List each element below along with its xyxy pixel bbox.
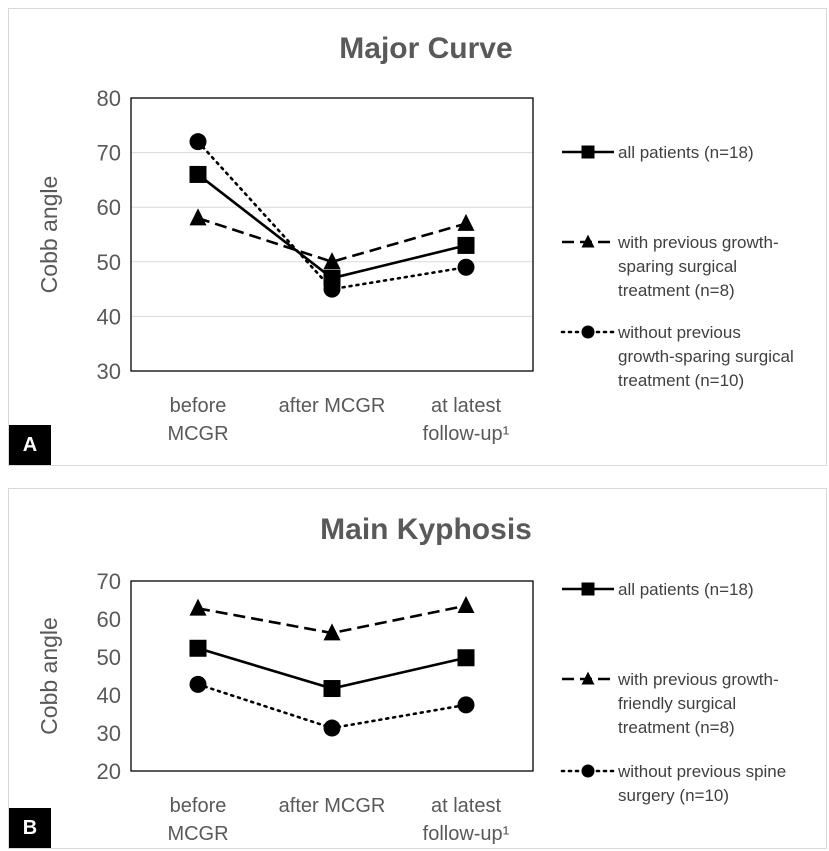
- x-tick-label-a-0-1: MCGR: [167, 423, 228, 445]
- y-tick-label-a-1: 40: [97, 304, 121, 329]
- chart-panel-b: Main Kyphosis 20 30 40 50 60 70 Cobb angle befor…: [8, 488, 827, 849]
- data-point-b-1-2: [457, 596, 475, 613]
- data-point-b-0-2: [457, 649, 475, 667]
- legend-label-b-2-1: surgery (n=10): [618, 786, 729, 805]
- x-tick-label-a-2-0: at latest: [431, 395, 501, 417]
- data-point-b-0-0: [189, 639, 207, 657]
- data-point-a-0-0: [189, 165, 207, 183]
- legend-label-a-2-1: growth-sparing surgical: [618, 347, 794, 366]
- data-point-b-1-1: [323, 623, 341, 641]
- x-tick-label-b-2-1: follow-up¹: [423, 823, 510, 845]
- panel-label-b: B: [9, 808, 51, 848]
- data-point-a-2-0: [189, 133, 207, 151]
- y-tick-label-b-2: 40: [97, 683, 121, 708]
- plot-area-b: [130, 580, 534, 772]
- data-point-a-2-2: [457, 258, 475, 276]
- legend-label-b-1-2: treatment (n=8): [618, 718, 735, 737]
- legend-label-a-1-1: sparing surgical: [618, 257, 737, 276]
- legend-marker-a-2: [581, 325, 595, 339]
- panel-label-a: A: [9, 425, 51, 465]
- x-tick-label-a-2-1: follow-up¹: [423, 423, 510, 445]
- data-point-a-1-1: [323, 252, 341, 270]
- chart-a-svg: Major Curve 30 40 50 60 70 80 Cobb angle before M…: [36, 32, 794, 445]
- y-tick-label-a-4: 70: [97, 141, 121, 166]
- x-tick-label-b-0-0: before: [170, 795, 227, 817]
- legend-label-a-2-2: treatment (n=10): [618, 371, 744, 390]
- y-tick-label-b-4: 60: [97, 607, 121, 632]
- data-point-b-2-2: [457, 696, 475, 714]
- x-tick-label-a-0-0: before: [170, 395, 227, 417]
- legend-label-b-2-0: without previous spine: [617, 762, 786, 781]
- legend-marker-b-0: [581, 582, 595, 596]
- series-line-a-1: [197, 216, 467, 264]
- x-tick-label-a-1-0: after MCGR: [279, 395, 386, 417]
- y-axis-label-b: Cobb angle: [36, 617, 62, 735]
- data-point-b-0-1: [323, 680, 341, 698]
- data-point-a-2-1: [323, 280, 341, 298]
- legend-label-b-1-1: friendly surgical: [618, 694, 736, 713]
- y-tick-label-a-3: 60: [97, 195, 121, 220]
- data-point-a-1-0: [189, 208, 207, 226]
- y-tick-label-a-2: 50: [97, 250, 121, 275]
- legend-label-a-0-0: all patients (n=18): [618, 143, 754, 162]
- x-tick-label-b-0-1: MCGR: [167, 823, 228, 845]
- legend-label-b-0-0: all patients (n=18): [618, 580, 754, 599]
- legend-marker-a-1: [581, 234, 595, 248]
- x-tick-label-b-2-0: at latest: [431, 795, 501, 817]
- legend-marker-a-0: [581, 145, 595, 159]
- chart-panel-a: Major Curve 30 40 50 60 70 80 Cobb angle before M…: [8, 8, 827, 466]
- data-point-a-1-2: [457, 213, 475, 231]
- data-point-b-2-0: [189, 675, 207, 693]
- data-point-a-0-2: [457, 236, 475, 254]
- x-tick-label-b-1-0: after MCGR: [279, 795, 386, 817]
- plot-area-a: [130, 97, 534, 372]
- y-tick-label-a-5: 80: [97, 86, 121, 111]
- chart-title-a: Major Curve: [339, 32, 512, 65]
- legend-label-a-1-2: treatment (n=8): [618, 281, 735, 300]
- y-tick-label-b-3: 50: [97, 645, 121, 670]
- chart-b-svg: Main Kyphosis 20 30 40 50 60 70 Cobb angle befor…: [36, 513, 786, 845]
- legend-label-a-2-0: without previous: [617, 323, 741, 342]
- chart-title-b: Main Kyphosis: [320, 513, 532, 546]
- data-point-b-1-0: [189, 598, 207, 616]
- y-tick-label-a-0: 30: [97, 359, 121, 384]
- legend-marker-b-2: [581, 764, 595, 778]
- y-tick-label-b-5: 70: [97, 569, 121, 594]
- legend-label-a-1-0: with previous growth-: [617, 233, 779, 252]
- legend-label-b-1-0: with previous growth-: [617, 670, 779, 689]
- y-tick-label-b-0: 20: [97, 759, 121, 784]
- legend-marker-b-1: [581, 671, 595, 685]
- y-axis-label-a: Cobb angle: [36, 176, 62, 294]
- data-point-b-2-1: [323, 719, 341, 737]
- y-tick-label-b-1: 30: [97, 721, 121, 746]
